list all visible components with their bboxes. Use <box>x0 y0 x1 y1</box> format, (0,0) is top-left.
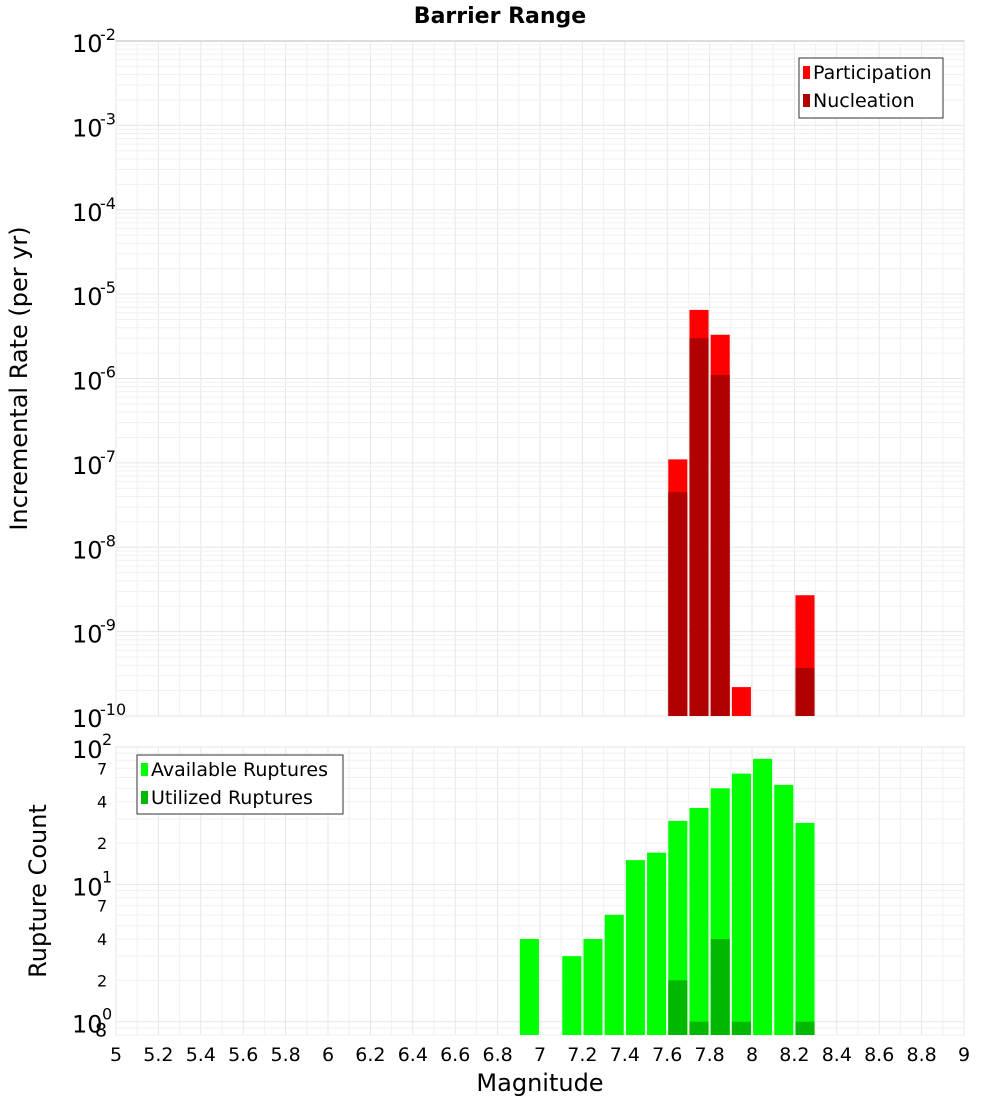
bottom-y-tick-minor-label: 2 <box>97 834 107 853</box>
x-tick-label: 9 <box>958 1044 970 1066</box>
bottom-y-axis-label: Rupture Count <box>24 804 52 978</box>
bottom-legend: Available Ruptures Utilized Ruptures <box>136 754 344 815</box>
bar-available-ruptures <box>689 807 709 1035</box>
top-y-tick-exponent: -2 <box>100 25 116 44</box>
top-y-tick-base: 10 <box>72 283 103 311</box>
x-tick-label: 7.2 <box>567 1044 597 1066</box>
x-tick-label: 7.8 <box>694 1044 724 1066</box>
bar-available-ruptures <box>604 914 624 1035</box>
legend-swatch <box>141 763 148 776</box>
x-axis-label: Magnitude <box>476 1069 603 1097</box>
x-tick-label: 5 <box>110 1044 122 1066</box>
x-tick-label: 5.8 <box>270 1044 300 1066</box>
top-y-tick-exponent: -7 <box>100 447 116 466</box>
bar-nucleation <box>689 338 709 716</box>
x-tick-label: 7.4 <box>610 1044 640 1066</box>
top-y-tick-exponent: -9 <box>100 616 116 635</box>
bottom-y-tick-minor-label: 4 <box>97 930 107 949</box>
bottom-y-tick-extra: 8 <box>95 1020 107 1042</box>
bar-nucleation <box>710 375 730 716</box>
bar-available-ruptures <box>731 773 751 1035</box>
bar-available-ruptures <box>562 956 582 1035</box>
bottom-y-tick-base: 10 <box>72 736 103 764</box>
legend-label: Utilized Ruptures <box>151 787 313 809</box>
bar-utilized-ruptures <box>710 939 730 1035</box>
bar-available-ruptures <box>774 784 794 1035</box>
bar-utilized-ruptures <box>668 980 688 1035</box>
top-legend: Participation Nucleation <box>798 57 944 119</box>
legend-label: Nucleation <box>813 90 915 112</box>
x-tick-label: 5.2 <box>143 1044 173 1066</box>
x-tick-label: 6.2 <box>355 1044 385 1066</box>
x-tick-label: 8 <box>746 1044 758 1066</box>
top-y-tick-base: 10 <box>72 621 103 649</box>
x-tick-label: 8.4 <box>822 1044 852 1066</box>
top-y-tick-base: 10 <box>72 30 103 58</box>
bar-available-ruptures <box>583 939 603 1035</box>
bar-available-ruptures <box>519 939 539 1035</box>
bottom-y-tick-minor-label: 2 <box>97 971 107 990</box>
top-y-tick-base: 10 <box>72 705 103 733</box>
bottom-y-tick-exponent: 0 <box>102 1005 112 1024</box>
bottom-y-tick-minor-label: 7 <box>97 897 107 916</box>
top-y-tick-exponent: -6 <box>100 363 116 382</box>
bar-participation <box>731 687 751 716</box>
legend-swatch <box>141 791 148 804</box>
bottom-y-tick-base: 10 <box>72 873 103 901</box>
top-y-tick-exponent: -5 <box>100 278 116 297</box>
top-y-tick-base: 10 <box>72 536 103 564</box>
bottom-y-tick-minor-label: 4 <box>97 793 107 812</box>
chart-title: Barrier Range <box>414 4 586 29</box>
x-tick-label: 8.8 <box>906 1044 936 1066</box>
top-y-axis-label: Incremental Rate (per yr) <box>5 226 33 530</box>
legend-label: Participation <box>813 62 932 84</box>
top-y-tick-exponent: -10 <box>100 700 126 719</box>
x-tick-label: 6 <box>322 1044 334 1066</box>
bar-available-ruptures <box>647 852 667 1035</box>
bar-utilized-ruptures <box>731 1021 751 1035</box>
bottom-y-tick-minor-label: 7 <box>97 759 107 778</box>
legend-label: Available Ruptures <box>151 759 328 781</box>
bottom-y-tick-exponent: 2 <box>102 730 112 749</box>
top-y-tick-exponent: -8 <box>100 531 116 550</box>
x-tick-label: 7.6 <box>652 1044 682 1066</box>
bottom-y-tick-base: 10 <box>72 1011 103 1039</box>
bar-available-ruptures <box>753 758 773 1035</box>
x-tick-label: 5.4 <box>186 1044 216 1066</box>
x-tick-label: 6.8 <box>482 1044 512 1066</box>
bar-utilized-ruptures <box>689 1021 709 1035</box>
bar-available-ruptures <box>795 822 815 1035</box>
top-y-tick-base: 10 <box>72 199 103 227</box>
legend-swatch <box>803 66 810 79</box>
x-tick-label: 8.6 <box>864 1044 894 1066</box>
legend-box <box>798 57 944 119</box>
bar-nucleation <box>795 668 815 716</box>
x-tick-label: 7 <box>534 1044 546 1066</box>
bar-utilized-ruptures <box>795 1021 815 1035</box>
legend-swatch <box>803 94 810 107</box>
top-y-tick-exponent: -4 <box>100 194 116 213</box>
top-y-tick-base: 10 <box>72 452 103 480</box>
top-y-tick-base: 10 <box>72 114 103 142</box>
x-tick-label: 6.6 <box>440 1044 470 1066</box>
top-y-tick-base: 10 <box>72 368 103 396</box>
bottom-y-tick-exponent: 1 <box>102 867 112 886</box>
x-tick-label: 6.4 <box>398 1044 428 1066</box>
x-tick-label: 8.2 <box>779 1044 809 1066</box>
legend-box <box>136 754 344 815</box>
bar-available-ruptures <box>625 860 645 1035</box>
x-tick-label: 5.6 <box>228 1044 258 1066</box>
bar-nucleation <box>668 492 688 716</box>
top-y-tick-exponent: -3 <box>100 109 116 128</box>
